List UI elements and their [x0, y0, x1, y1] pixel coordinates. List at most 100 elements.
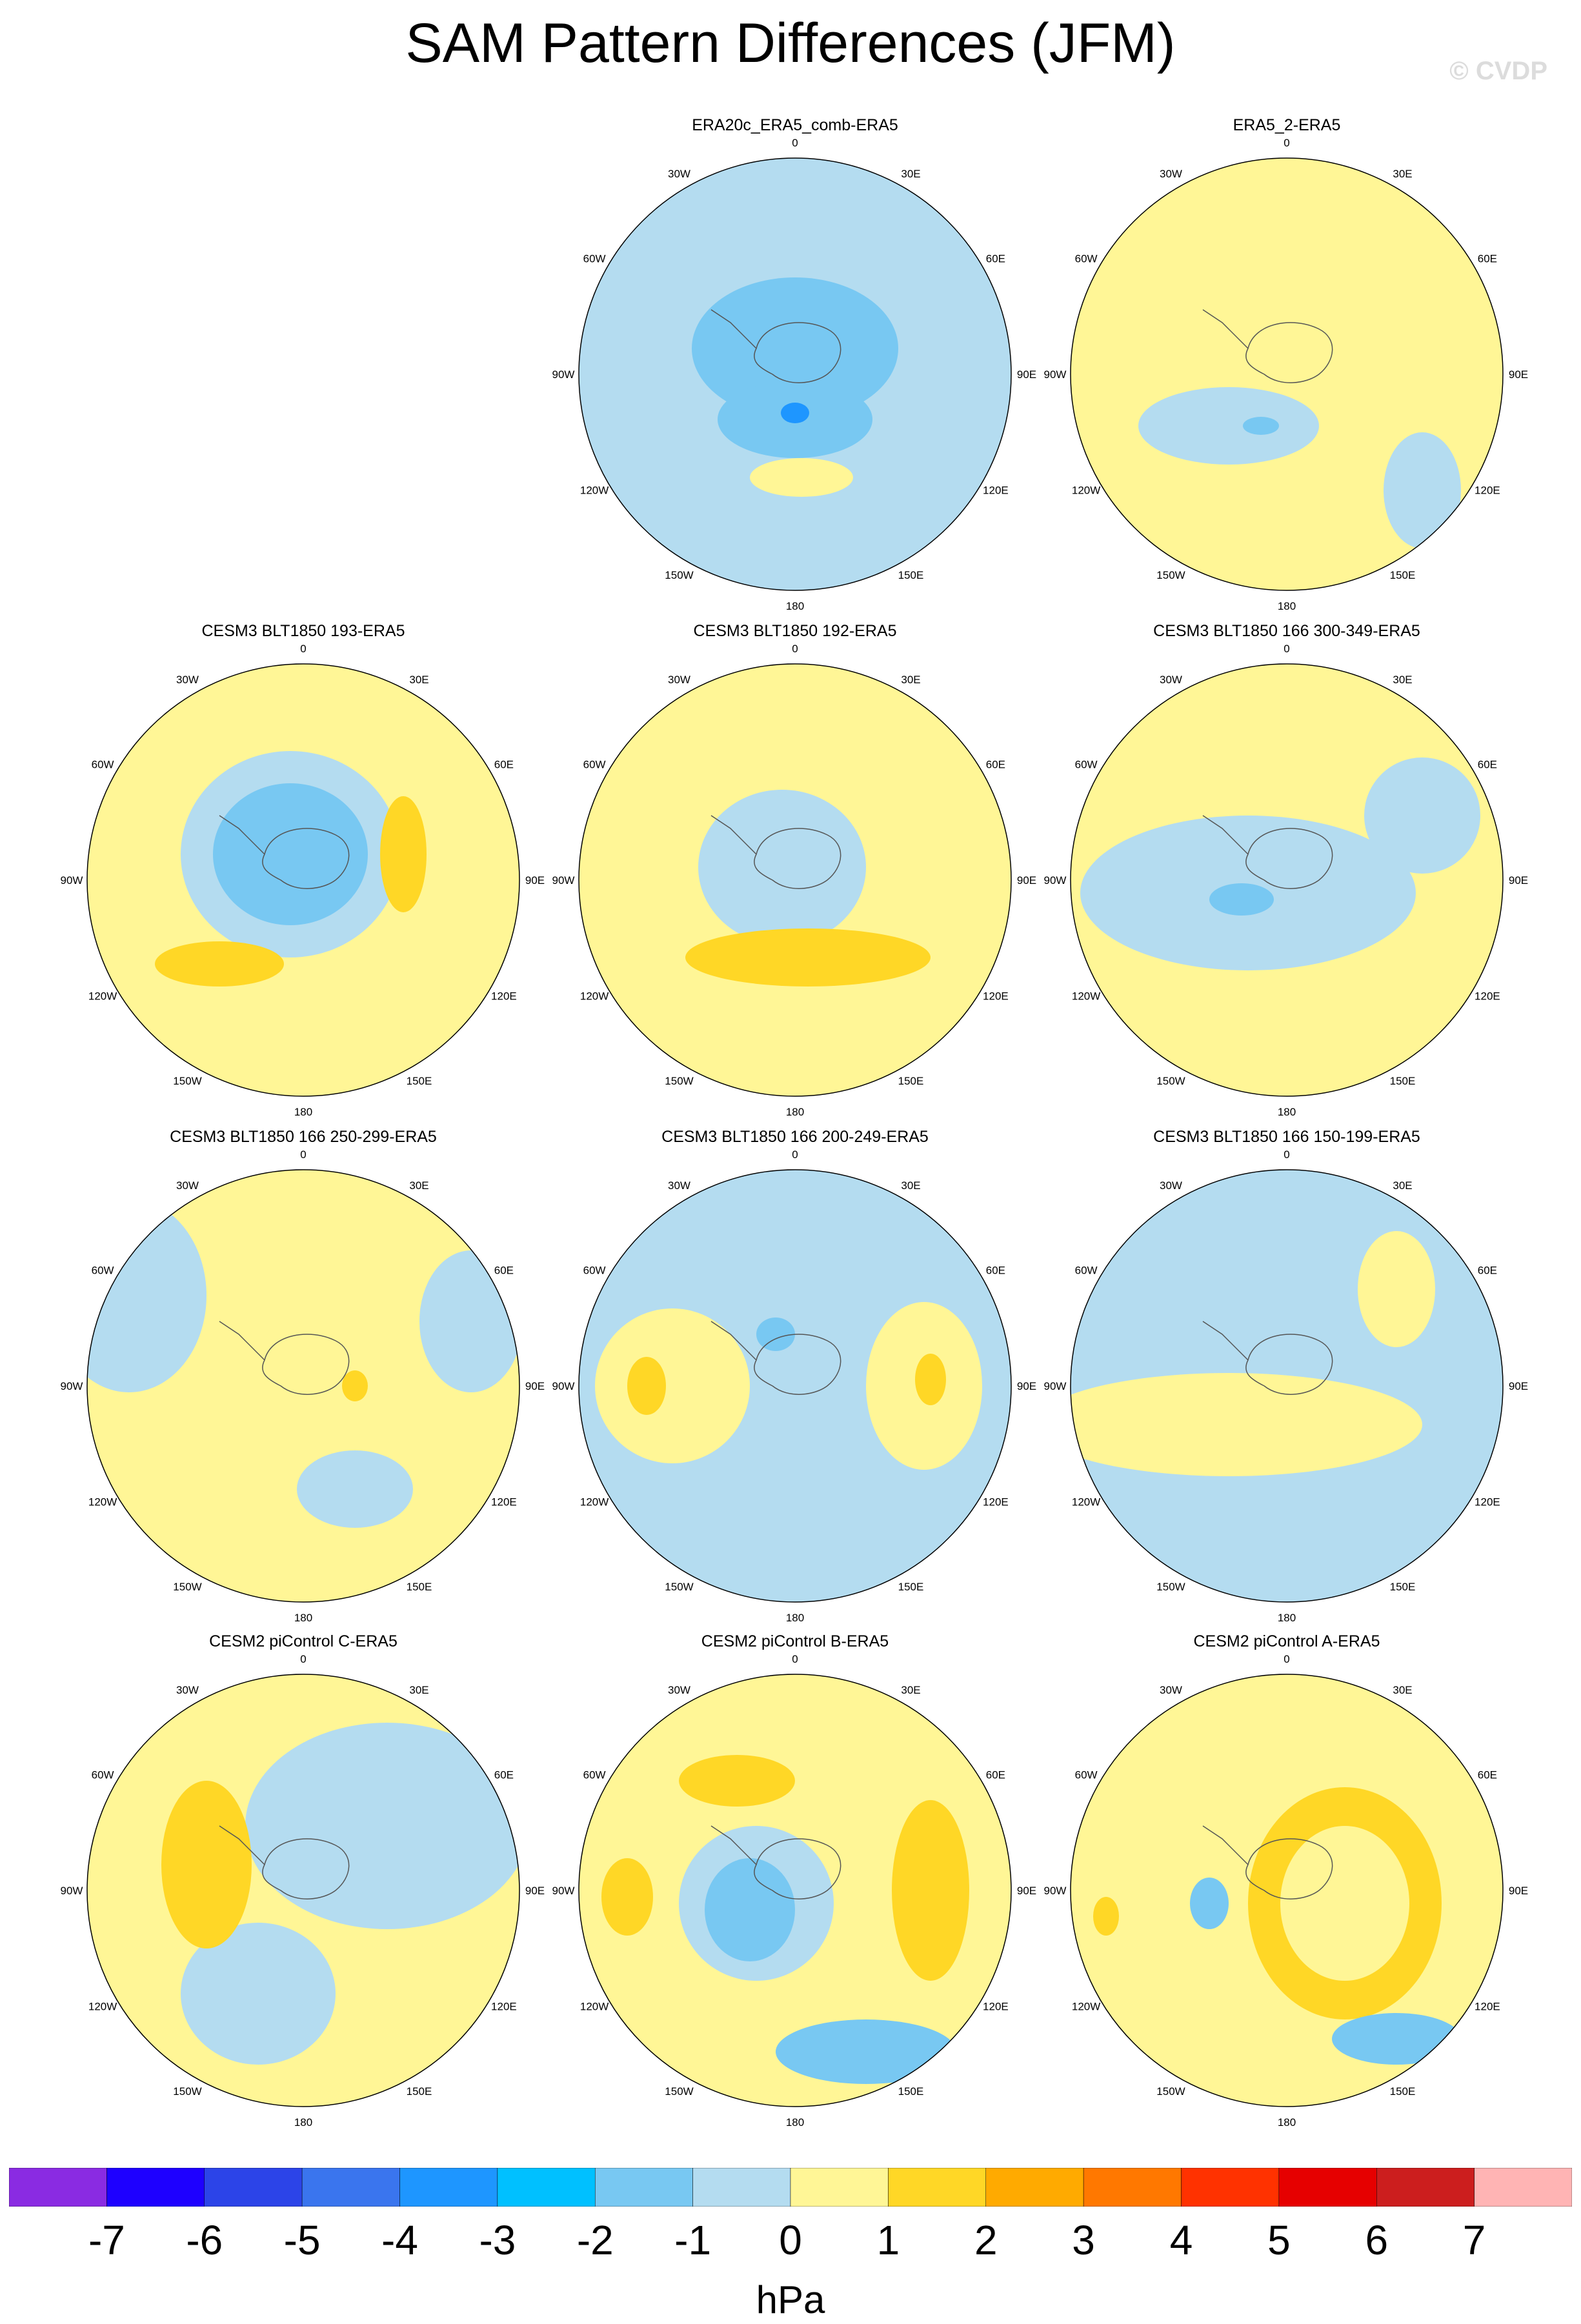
longitude-label: 60E [986, 1265, 1005, 1277]
anomaly-contour [1243, 417, 1279, 435]
colorbar-swatch [595, 2168, 693, 2207]
anomaly-contour [601, 1858, 653, 1936]
longitude-label: 30W [668, 674, 690, 686]
longitude-label: 150E [407, 1075, 432, 1087]
map-panel: CESM3 BLT1850 193-ERA5 0 30E 60E 90E 120E 150E… [52, 622, 555, 1132]
longitude-label: 0 [792, 1148, 798, 1161]
colorbar-swatch [301, 2168, 400, 2207]
peninsula-coastline [710, 1321, 757, 1361]
anomaly-contour [87, 1199, 206, 1392]
longitude-label: 30W [668, 1179, 690, 1192]
colorbar-swatch [1083, 2168, 1182, 2207]
longitude-label: 60E [1478, 1265, 1497, 1277]
longitude-label: 150W [173, 1581, 201, 1593]
longitude-label: 90W [1044, 1885, 1067, 1897]
anomaly-contour [627, 1357, 666, 1415]
longitude-label: 30E [1393, 674, 1412, 686]
longitude-label: 0 [792, 137, 798, 149]
longitude-label: 30W [1160, 168, 1182, 180]
peninsula-coastline [1202, 815, 1249, 855]
longitude-label: 30E [901, 1684, 920, 1696]
longitude-label: 90W [1044, 368, 1067, 381]
longitude-label: 180 [294, 1612, 312, 1624]
colorbar-tick: -7 [88, 2217, 125, 2263]
longitude-label: 120W [88, 990, 117, 1003]
longitude-label: 0 [1284, 1653, 1289, 1665]
antarctica-coastline [1245, 1838, 1333, 1899]
longitude-label: 30W [176, 1684, 199, 1696]
longitude-label: 60E [494, 759, 514, 771]
colorbar-tick: 5 [1267, 2217, 1291, 2263]
longitude-label: 150W [665, 2085, 693, 2098]
anomaly-contour [1364, 757, 1480, 874]
anomaly-contour [181, 1923, 336, 2065]
map-panel: CESM3 BLT1850 166 150-199-ERA5 0 30E 60E 90E… [1035, 1128, 1538, 1638]
map-panel: CESM3 BLT1850 166 200-249-ERA5 0 30E 60E 90E… [543, 1128, 1047, 1638]
colorbar-tick: 4 [1169, 2217, 1193, 2263]
longitude-label: 120E [1475, 1496, 1500, 1508]
longitude-label: 60W [1075, 1265, 1098, 1277]
anomaly-contour [1190, 1878, 1229, 1929]
longitude-label: 120E [1475, 990, 1500, 1003]
colorbar-swatch [9, 2168, 107, 2207]
colorbar-tick: -4 [381, 2217, 418, 2263]
longitude-label: 60E [986, 253, 1005, 265]
panel-title: CESM2 piControl B-ERA5 [701, 1632, 889, 1650]
longitude-label: 0 [300, 1653, 306, 1665]
longitude-label: 90E [1017, 368, 1036, 381]
colorbar-tick: 6 [1365, 2217, 1389, 2263]
anomaly-contour [756, 1317, 795, 1351]
longitude-label: 150W [1156, 1075, 1185, 1087]
longitude-label: 150W [665, 569, 693, 581]
longitude-label: 180 [786, 1106, 804, 1118]
colorbar-swatch [497, 2168, 596, 2207]
longitude-label: 30W [176, 674, 199, 686]
map-border [86, 1169, 520, 1603]
antarctica-coastline [754, 1838, 841, 1899]
longitude-label: 60W [1075, 1769, 1098, 1781]
longitude-label: 0 [1284, 137, 1289, 149]
longitude-label: 30W [1160, 1179, 1182, 1192]
panel-title: CESM3 BLT1850 166 200-249-ERA5 [661, 1128, 929, 1146]
longitude-label: 30E [1393, 1179, 1412, 1192]
longitude-label: 120E [983, 485, 1009, 497]
map-panel: CESM3 BLT1850 166 250-299-ERA5 0 30E 60E 90E… [52, 1128, 555, 1638]
longitude-label: 90W [61, 1885, 83, 1897]
anomaly-contour [892, 1800, 969, 1981]
map-border [1070, 1169, 1504, 1603]
anomaly-contour [1280, 1826, 1409, 1981]
anomaly-contour [1093, 1897, 1119, 1936]
peninsula-coastline [1202, 309, 1249, 349]
colorbar-swatch [888, 2168, 987, 2207]
longitude-label: 30E [901, 674, 920, 686]
anomaly-contour [213, 783, 368, 925]
anomaly-contour [750, 458, 853, 497]
antarctica-coastline [262, 1334, 350, 1395]
antarctica-coastline [262, 1838, 350, 1899]
colorbar-swatch [692, 2168, 791, 2207]
anomaly-contour [776, 2019, 956, 2084]
colorbar-tick: 0 [779, 2217, 802, 2263]
colorbar [9, 2168, 1572, 2207]
longitude-label: 90W [1044, 1380, 1067, 1392]
anomaly-contour [161, 1781, 252, 1948]
panel-title: CESM3 BLT1850 193-ERA5 [201, 622, 405, 640]
colorbar-swatch [1474, 2168, 1572, 2207]
longitude-label: 0 [1284, 1148, 1289, 1161]
anomaly-contour [1209, 883, 1274, 916]
longitude-label: 90E [1017, 1885, 1036, 1897]
longitude-label: 60W [92, 759, 114, 771]
longitude-label: 30E [409, 1179, 428, 1192]
colorbar-tick: 3 [1072, 2217, 1095, 2263]
longitude-label: 150E [1390, 569, 1416, 581]
antarctica-coastline [754, 828, 841, 889]
colorbar-swatch [1278, 2168, 1377, 2207]
map-border [578, 157, 1012, 591]
colorbar-tick: -2 [576, 2217, 614, 2263]
anomaly-contour [1071, 1373, 1422, 1476]
polar-map: 0 30E 60E 90E 120E 150E 180 150W 120W 90W 60W 30W [1044, 643, 1529, 1118]
longitude-label: 60E [494, 1769, 514, 1781]
longitude-label: 150W [173, 2085, 201, 2098]
anomaly-contour [685, 928, 931, 987]
antarctica-coastline [262, 828, 350, 889]
